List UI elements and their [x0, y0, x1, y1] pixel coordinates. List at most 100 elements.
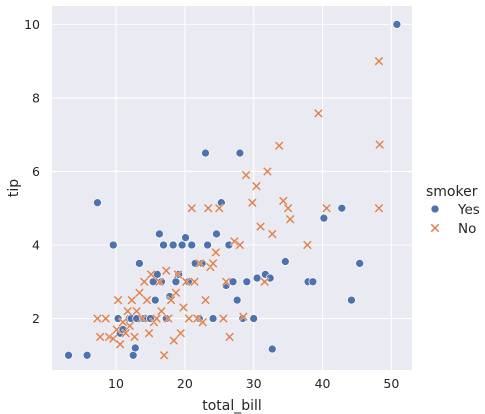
- point-yes: [82, 350, 92, 360]
- point-yes: [308, 277, 318, 287]
- point-no: [211, 247, 221, 258]
- point-no: [374, 56, 384, 66]
- point-no: [302, 240, 313, 250]
- point-no: [186, 203, 197, 214]
- point-no: [175, 328, 186, 339]
- point-no: [274, 140, 284, 151]
- point-yes: [159, 240, 168, 250]
- point-no: [137, 313, 147, 324]
- y-tick-label: 6: [32, 164, 40, 179]
- series-yes: [64, 20, 402, 360]
- point-no: [156, 306, 167, 316]
- point-yes: [242, 277, 252, 287]
- point-yes: [130, 343, 140, 353]
- point-yes: [181, 233, 190, 242]
- point-no: [195, 258, 205, 269]
- point-no: [161, 265, 172, 276]
- point-yes: [201, 148, 210, 158]
- x-axis-label: total_bill: [202, 398, 262, 414]
- point-no: [321, 203, 332, 214]
- point-no: [118, 317, 128, 327]
- point-no: [124, 321, 135, 331]
- point-no: [144, 328, 154, 339]
- legend: smoker Yes No: [426, 184, 480, 237]
- series-no: [92, 56, 385, 361]
- point-no: [267, 229, 278, 239]
- point-no: [200, 295, 211, 305]
- plot-background: [52, 6, 412, 370]
- point-yes: [212, 229, 221, 239]
- point-no: [113, 295, 123, 305]
- point-yes: [319, 213, 329, 223]
- point-yes: [177, 240, 187, 250]
- point-yes: [267, 344, 277, 354]
- x-tick-label: 20: [177, 376, 193, 391]
- point-no: [111, 324, 122, 335]
- point-no: [171, 288, 181, 298]
- legend-label-yes: Yes: [457, 202, 480, 218]
- point-no: [139, 276, 150, 287]
- x-tick-labels: 10 20 30 40 50: [108, 376, 399, 391]
- point-yes: [232, 295, 242, 305]
- point-yes: [161, 314, 171, 323]
- point-yes: [392, 20, 402, 29]
- point-no: [255, 221, 266, 232]
- point-no: [169, 335, 179, 346]
- point-no: [313, 108, 324, 119]
- point-yes: [187, 240, 197, 250]
- point-no: [262, 166, 273, 177]
- point-no: [197, 317, 208, 327]
- point-no: [283, 203, 293, 214]
- point-yes: [155, 229, 164, 239]
- point-no: [218, 313, 229, 324]
- point-yes: [203, 240, 212, 250]
- point-yes: [224, 240, 234, 250]
- point-no: [235, 240, 245, 250]
- y-tick-labels: 2 4 6 8 10: [24, 17, 40, 326]
- point-no: [278, 196, 289, 206]
- y-tick-label: 4: [32, 237, 40, 252]
- point-yes: [93, 198, 102, 208]
- point-no: [151, 313, 162, 324]
- point-yes: [157, 277, 166, 287]
- point-no: [374, 139, 385, 150]
- legend-marker-yes: [430, 204, 440, 214]
- point-no: [203, 203, 214, 214]
- legend-label-no: No: [458, 221, 476, 237]
- y-tick-label: 10: [24, 17, 40, 32]
- point-yes: [128, 350, 138, 360]
- point-no: [120, 328, 131, 339]
- point-yes: [252, 273, 262, 283]
- point-no: [208, 258, 218, 269]
- point-yes: [135, 259, 144, 268]
- point-no: [247, 197, 258, 208]
- point-yes: [150, 295, 160, 305]
- point-yes: [108, 240, 118, 250]
- point-yes: [337, 203, 347, 213]
- point-no: [100, 313, 111, 324]
- point-no: [238, 311, 249, 322]
- point-no: [221, 276, 231, 287]
- legend-items: Yes No: [430, 202, 480, 237]
- point-no: [259, 276, 270, 287]
- x-tick-label: 30: [246, 376, 262, 391]
- data-points: [64, 20, 402, 361]
- point-no: [178, 302, 189, 313]
- point-yes: [183, 277, 193, 287]
- point-yes: [355, 259, 365, 268]
- point-no: [163, 313, 174, 324]
- point-no: [241, 170, 251, 180]
- legend-marker-no: [430, 223, 440, 233]
- point-no: [142, 295, 152, 305]
- point-no: [166, 295, 176, 305]
- legend-item-yes: Yes: [430, 202, 480, 218]
- point-no: [214, 203, 225, 214]
- point-no: [374, 203, 384, 214]
- x-tick-label: 50: [383, 376, 399, 391]
- point-yes: [347, 295, 356, 305]
- legend-title: smoker: [426, 184, 478, 200]
- y-tick-label: 8: [32, 90, 40, 105]
- point-yes: [280, 257, 290, 266]
- point-no: [129, 332, 140, 342]
